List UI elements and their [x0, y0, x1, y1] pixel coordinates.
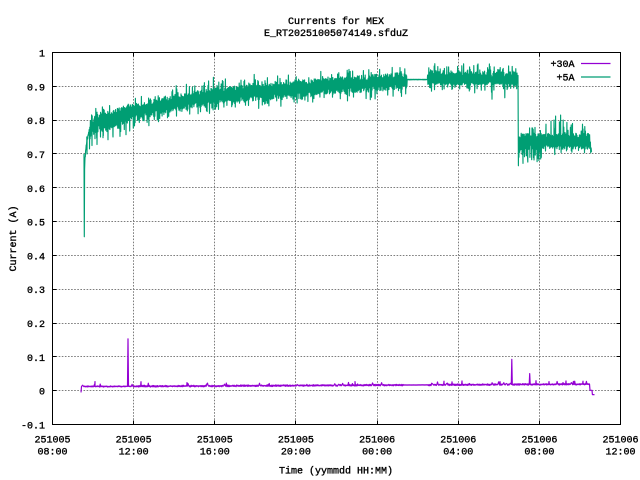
- svg-text:Time (yymmdd HH:MM): Time (yymmdd HH:MM): [279, 466, 393, 478]
- svg-text:251005: 251005: [197, 436, 233, 447]
- svg-text:E_RT20251005074149.sfduZ: E_RT20251005074149.sfduZ: [264, 28, 408, 40]
- svg-text:08:00: 08:00: [524, 448, 554, 459]
- svg-text:251005: 251005: [34, 436, 70, 447]
- svg-text:20:00: 20:00: [281, 448, 311, 459]
- svg-text:Currents for MEX: Currents for MEX: [288, 16, 384, 28]
- svg-text:12:00: 12:00: [119, 448, 149, 459]
- svg-text:-0.1: -0.1: [21, 422, 45, 433]
- svg-text:0.3: 0.3: [27, 286, 45, 297]
- svg-text:00:00: 00:00: [362, 448, 392, 459]
- svg-text:0.2: 0.2: [27, 320, 45, 331]
- svg-text:16:00: 16:00: [200, 448, 230, 459]
- svg-text:0: 0: [39, 388, 45, 399]
- svg-text:0.6: 0.6: [27, 185, 45, 196]
- svg-text:0.4: 0.4: [27, 252, 45, 263]
- svg-text:251005: 251005: [116, 436, 152, 447]
- svg-text:0.1: 0.1: [27, 354, 45, 365]
- svg-text:251006: 251006: [359, 436, 395, 447]
- svg-text:0.8: 0.8: [27, 117, 45, 128]
- svg-text:1: 1: [39, 50, 45, 61]
- svg-text:+5A: +5A: [556, 74, 574, 85]
- svg-text:0.5: 0.5: [27, 219, 45, 230]
- svg-text:12:00: 12:00: [605, 448, 635, 459]
- svg-text:251006: 251006: [602, 436, 638, 447]
- svg-text:251006: 251006: [521, 436, 557, 447]
- svg-text:08:00: 08:00: [37, 448, 67, 459]
- svg-text:0.7: 0.7: [27, 151, 45, 162]
- svg-text:251005: 251005: [278, 436, 314, 447]
- svg-text:0.9: 0.9: [27, 83, 45, 94]
- svg-text:251006: 251006: [440, 436, 476, 447]
- svg-text:+30A: +30A: [550, 60, 574, 71]
- svg-text:04:00: 04:00: [443, 448, 473, 459]
- svg-text:Current (A): Current (A): [8, 205, 20, 271]
